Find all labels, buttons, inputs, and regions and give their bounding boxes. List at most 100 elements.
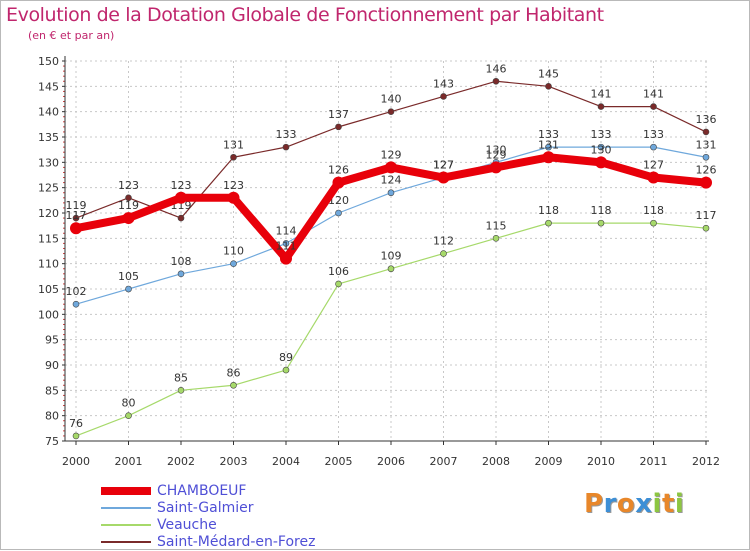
legend-label: Veauche (157, 517, 217, 533)
y-tick-label: 115 (38, 232, 59, 245)
data-point-chamboeuf (227, 191, 240, 204)
data-label-saint-medard-en-forez: 137 (328, 108, 349, 121)
logo-letter: i (674, 489, 685, 519)
data-label-chamboeuf: 130 (591, 143, 612, 156)
x-tick-label: 2001 (115, 455, 143, 468)
data-label-saint-medard-en-forez: 141 (643, 88, 664, 101)
data-label-veauche: 112 (433, 235, 454, 248)
legend-swatch (101, 541, 151, 543)
y-tick-label: 80 (45, 410, 59, 423)
data-point-chamboeuf (542, 151, 555, 164)
y-tick-label: 95 (45, 334, 59, 347)
data-point-veauche (702, 224, 710, 232)
data-label-saint-galmier: 133 (643, 128, 664, 141)
data-label-veauche: 115 (486, 219, 507, 232)
legend-label: Saint-Galmier (157, 500, 254, 516)
data-point-saint-galmier (387, 189, 395, 197)
data-point-saint-medard-en-forez (282, 143, 290, 151)
data-label-saint-medard-en-forez: 131 (223, 138, 244, 151)
proxiti-logo: Proxiti (584, 489, 684, 519)
data-label-veauche: 76 (69, 417, 83, 430)
data-point-chamboeuf (700, 176, 712, 189)
data-label-chamboeuf: 127 (433, 159, 454, 172)
data-label-saint-galmier: 108 (171, 255, 192, 268)
data-label-saint-galmier: 133 (591, 128, 612, 141)
x-tick-label: 2006 (377, 455, 405, 468)
data-label-veauche: 118 (643, 204, 664, 217)
data-point-saint-galmier (702, 153, 710, 161)
data-point-veauche (492, 235, 500, 242)
legend-item-saint-galmier: Saint-Galmier (101, 500, 361, 517)
data-point-saint-medard-en-forez (387, 108, 395, 115)
data-point-veauche (650, 219, 657, 227)
legend-swatch (101, 487, 151, 495)
data-point-veauche (177, 387, 185, 394)
data-label-saint-galmier: 110 (223, 245, 244, 258)
logo-letter: r (603, 489, 617, 519)
y-tick-label: 105 (38, 283, 59, 296)
data-point-chamboeuf (70, 222, 82, 235)
data-label-saint-medard-en-forez: 145 (538, 67, 559, 80)
data-label-saint-galmier: 102 (66, 285, 87, 298)
y-tick-label: 150 (38, 55, 59, 68)
data-point-saint-medard-en-forez (335, 123, 342, 131)
x-tick-label: 2002 (167, 455, 195, 468)
data-point-chamboeuf (437, 171, 450, 184)
data-label-chamboeuf: 117 (66, 209, 87, 222)
y-tick-label: 100 (38, 308, 59, 321)
logo-letter: t (661, 489, 675, 519)
data-label-saint-galmier: 130 (486, 143, 507, 156)
data-label-veauche: 118 (538, 204, 559, 217)
data-point-chamboeuf (332, 176, 345, 189)
data-label-saint-galmier: 133 (538, 128, 559, 141)
data-point-saint-medard-en-forez (650, 103, 657, 110)
data-point-saint-galmier (545, 143, 552, 151)
data-point-veauche (282, 366, 290, 374)
legend-item-chamboeuf: CHAMBOEUF (101, 483, 361, 500)
data-label-chamboeuf: 123 (223, 179, 244, 192)
data-point-saint-galmier (335, 209, 342, 217)
data-point-saint-galmier (72, 300, 80, 308)
data-label-chamboeuf: 111 (276, 240, 297, 253)
data-point-saint-medard-en-forez (177, 214, 185, 222)
data-label-chamboeuf: 131 (538, 138, 559, 151)
chart-subtitle: (en € et par an) (28, 29, 115, 42)
data-label-saint-medard-en-forez: 146 (486, 62, 507, 75)
data-point-chamboeuf (280, 252, 292, 265)
legend-swatch (101, 507, 151, 509)
data-point-veauche (72, 432, 80, 440)
y-tick-label: 75 (45, 435, 59, 448)
data-label-saint-medard-en-forez: 133 (276, 128, 297, 141)
data-label-saint-galmier: 124 (381, 174, 402, 187)
legend-label: CHAMBOEUF (157, 483, 247, 499)
data-label-chamboeuf: 119 (118, 199, 139, 212)
data-point-veauche (597, 219, 605, 227)
data-point-saint-medard-en-forez (545, 83, 552, 90)
data-label-veauche: 80 (122, 397, 136, 410)
data-point-veauche (230, 381, 237, 389)
data-label-saint-medard-en-forez: 123 (118, 179, 139, 192)
logo-letter: o (616, 489, 636, 519)
data-point-saint-galmier (230, 260, 237, 267)
data-label-veauche: 109 (381, 250, 402, 263)
x-tick-label: 2011 (640, 455, 668, 468)
data-point-chamboeuf (595, 156, 607, 169)
data-point-veauche (440, 250, 447, 257)
data-point-saint-galmier (282, 240, 290, 247)
legend: CHAMBOEUF Saint-Galmier Veauche Saint-Mé… (101, 483, 361, 551)
data-point-veauche (545, 219, 552, 227)
y-tick-label: 85 (45, 384, 59, 397)
data-label-chamboeuf: 126 (328, 164, 349, 177)
legend-item-saint-medard: Saint-Médard-en-Forez (101, 534, 361, 551)
data-point-chamboeuf (490, 161, 502, 174)
x-tick-label: 2007 (430, 455, 458, 468)
chart-title: Evolution de la Dotation Globale de Fonc… (6, 4, 604, 26)
data-label-saint-galmier: 114 (276, 224, 297, 237)
data-point-saint-galmier (650, 143, 657, 151)
data-label-saint-galmier: 127 (433, 159, 454, 172)
x-tick-label: 2008 (482, 455, 510, 468)
data-point-chamboeuf (385, 161, 397, 174)
data-point-saint-medard-en-forez (440, 93, 447, 100)
